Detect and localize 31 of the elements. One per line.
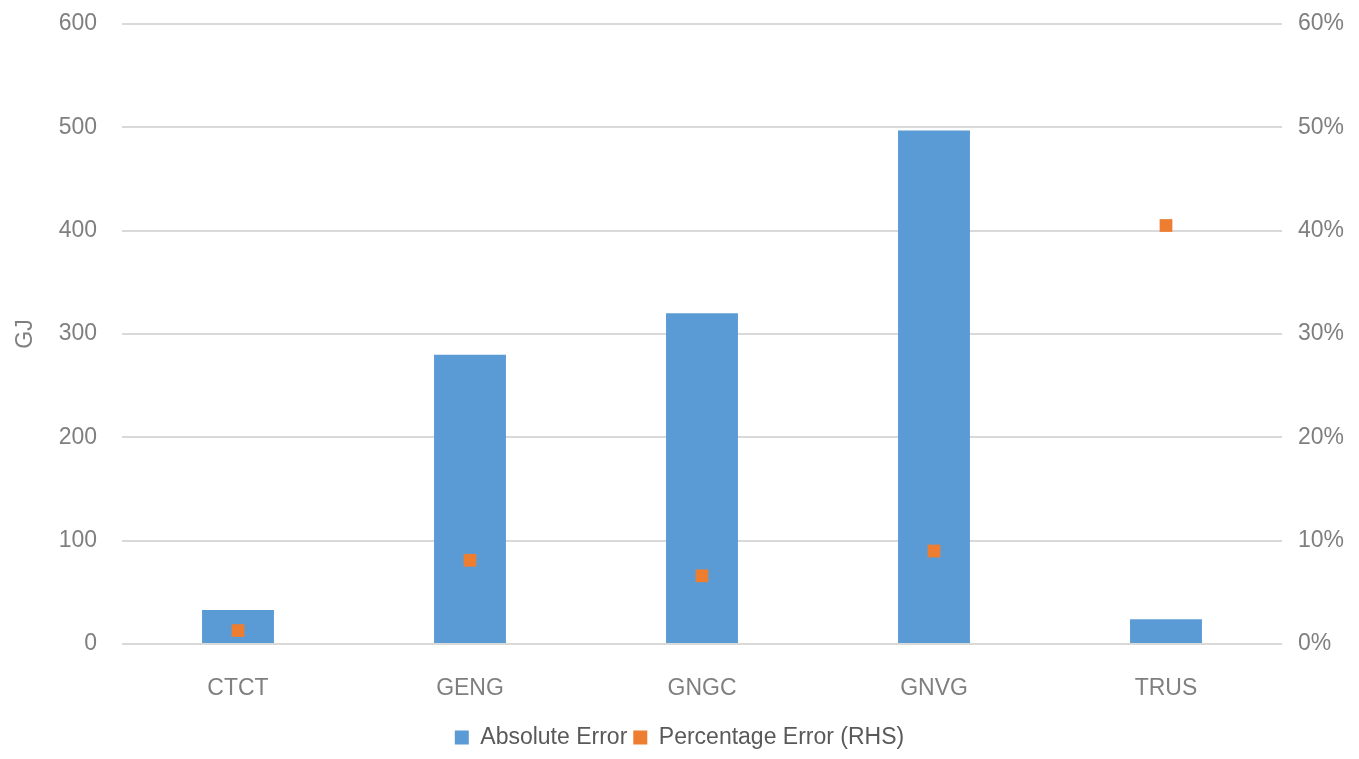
x-tick-label: TRUS [1134, 674, 1198, 701]
point [695, 569, 709, 583]
point [463, 553, 477, 567]
y2-tick-label: 40% [1298, 216, 1345, 243]
bar [898, 130, 970, 643]
y2-tick-label: 10% [1298, 526, 1345, 553]
x-tick-label: GNGC [667, 674, 737, 701]
bar [202, 609, 274, 643]
x-tick-label: GENG [436, 674, 504, 701]
bar [1130, 619, 1202, 643]
y-tick-label: 200 [58, 422, 97, 449]
bar [434, 354, 506, 643]
y2-tick-label: 30% [1298, 319, 1345, 346]
y-tick-label: 100 [58, 526, 97, 553]
x-tick-label: CTCT [207, 674, 269, 701]
y2-tick-label: 60% [1298, 9, 1345, 36]
y-tick-label: 500 [58, 112, 97, 139]
y-tick-label: 400 [58, 216, 97, 243]
point [1159, 219, 1173, 232]
legend-label: Percentage Error (RHS) [658, 722, 905, 749]
y2-tick-label: 50% [1298, 112, 1345, 139]
y-axis-title: GJ [11, 319, 38, 349]
y2-tick-label: 0% [1298, 629, 1332, 656]
y-tick-label: 300 [58, 319, 97, 346]
point [231, 624, 245, 637]
y-tick-label: 0 [84, 629, 97, 656]
legend-label: Absolute Error [480, 722, 628, 749]
y2-tick-label: 20% [1298, 422, 1345, 449]
x-tick-label: GNVG [900, 674, 968, 701]
y-tick-label: 600 [58, 9, 97, 36]
bar [666, 313, 738, 643]
